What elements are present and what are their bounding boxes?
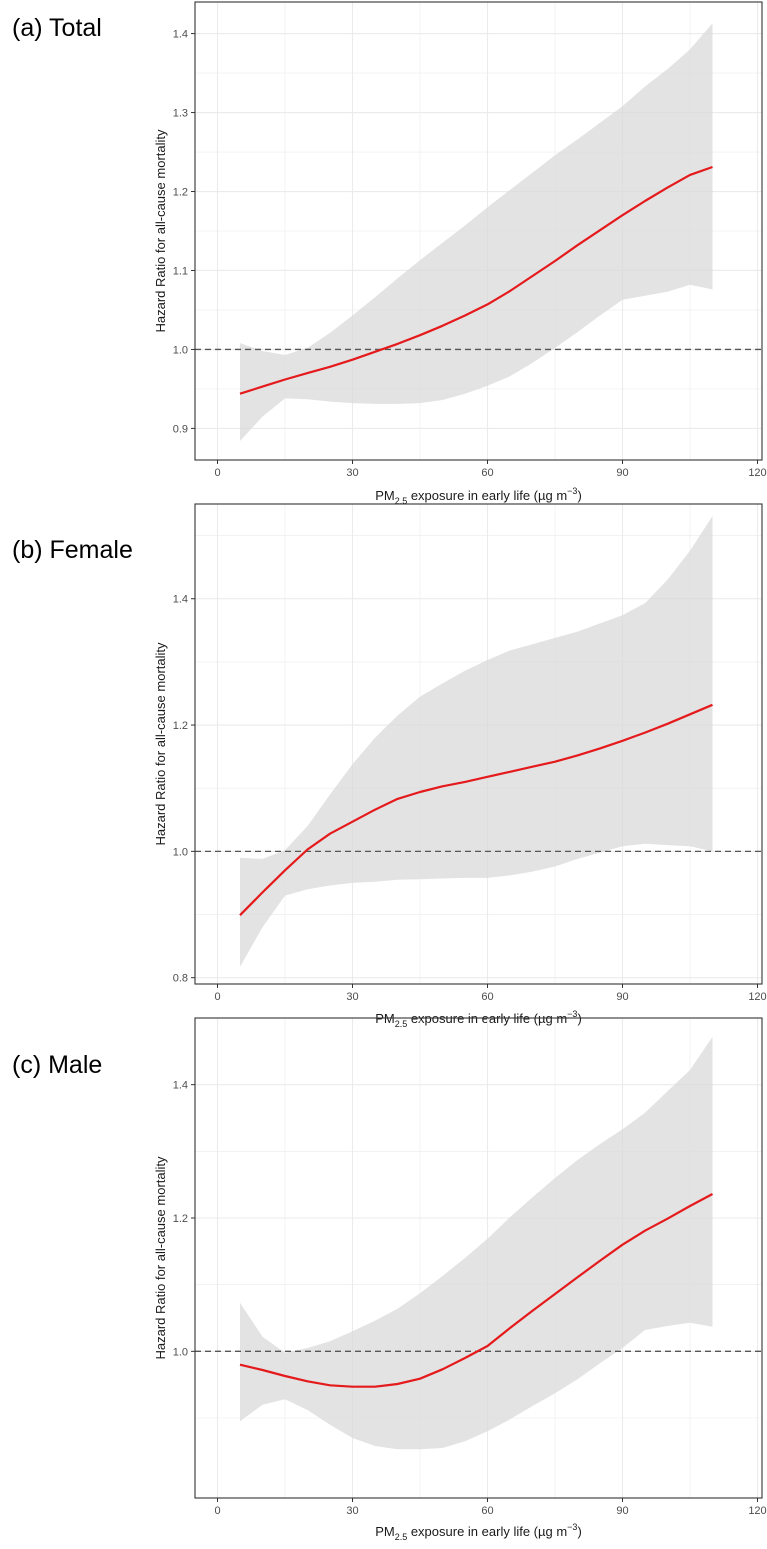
panel-border [194, 1017, 763, 1499]
y-tick-label: 0.8 [173, 973, 188, 985]
y-tick-label: 1.4 [173, 29, 188, 41]
confidence-band [240, 23, 713, 442]
x-tick-label: 90 [616, 1505, 628, 1517]
y-tick-label: 1.2 [173, 720, 188, 732]
x-tick-label: 30 [346, 467, 358, 479]
x-tick-label: 0 [214, 467, 220, 479]
chart-panel-2: (b) Female 0 30 60 90 120 0.8 1.0 1.2 1.4 Hazard R… [12, 503, 767, 1029]
x-axis-title: PM2.5 exposure in early life (µg m−3) [375, 486, 582, 506]
y-tick-label: 1.0 [173, 344, 188, 356]
x-tick-label: 30 [346, 991, 358, 1003]
panel-border [194, 1, 763, 461]
x-tick-label: 120 [748, 1505, 766, 1517]
y-tick-label: 0.9 [173, 423, 188, 435]
y-axis-title: Hazard Ratio for all-cause mortality [153, 129, 168, 333]
x-tick-label: 30 [346, 1505, 358, 1517]
y-tick-label: 1.2 [173, 1213, 188, 1225]
panel-label: (c) Male [12, 1051, 102, 1079]
chart-panel-3: (c) Male 0 30 60 90 120 1.0 1.2 1.4 Hazard Ratio … [12, 1017, 767, 1542]
x-tick-label: 120 [748, 991, 766, 1003]
y-axis-title: Hazard Ratio for all-cause mortality [153, 642, 168, 846]
y-tick-label: 1.4 [173, 594, 188, 606]
x-tick-label: 0 [214, 991, 220, 1003]
y-tick-label: 1.1 [173, 265, 188, 277]
y-tick-label: 1.2 [173, 187, 188, 199]
x-tick-label: 90 [616, 991, 628, 1003]
x-tick-label: 90 [616, 467, 628, 479]
y-tick-label: 1.4 [173, 1080, 188, 1092]
x-tick-label: 60 [481, 467, 493, 479]
y-tick-label: 1.0 [173, 1346, 188, 1358]
hazard-ratio-line [239, 1193, 714, 1388]
panel-label: (a) Total [12, 14, 102, 42]
x-tick-label: 0 [214, 1505, 220, 1517]
confidence-band [240, 516, 713, 967]
chart-panel-1: (a) Total 0 30 60 90 120 0.9 1.0 1.1 1.2 1.3 1.4 Haz… [12, 1, 767, 506]
panel-border [194, 503, 763, 985]
hazard-ratio-line [239, 165, 713, 395]
panel-label: (b) Female [12, 536, 133, 564]
x-tick-label: 120 [748, 467, 766, 479]
x-axis-title: PM2.5 exposure in early life (µg m−3) [375, 1522, 582, 1542]
x-tick-label: 60 [481, 991, 493, 1003]
y-tick-label: 1.0 [173, 846, 188, 858]
y-axis-title: Hazard Ratio for all-cause mortality [153, 1156, 168, 1360]
hazard-ratio-line [239, 703, 713, 916]
confidence-band [240, 1036, 713, 1450]
x-tick-label: 60 [481, 1505, 493, 1517]
x-axis-title: PM2.5 exposure in early life (µg m−3) [375, 1009, 582, 1029]
y-tick-label: 1.3 [173, 108, 188, 120]
